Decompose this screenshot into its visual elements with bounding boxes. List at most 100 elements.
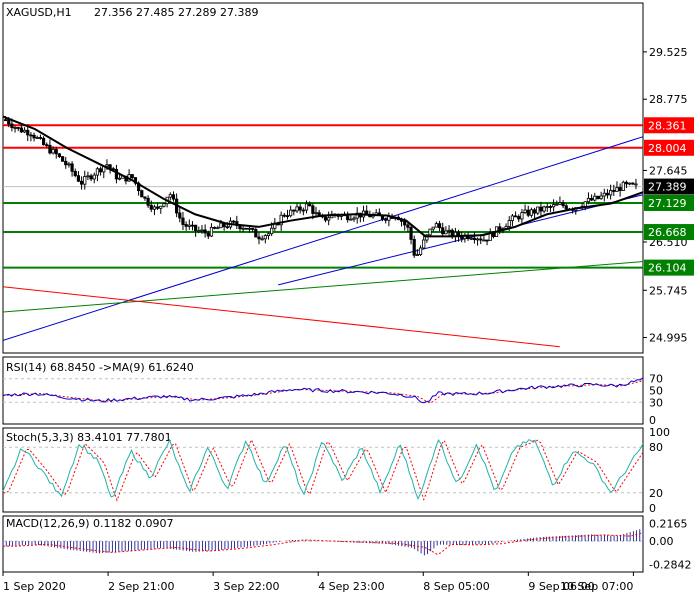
rsi-header: RSI(14) 68.8450 ->MA(9) 61.6240 — [6, 361, 194, 374]
candle-body — [225, 226, 229, 229]
level-label: 28.004 — [648, 142, 687, 155]
level-labels: 28.361 28.004 27.129 26.668 26.104 27.389 — [644, 117, 694, 276]
candle-body — [41, 137, 46, 146]
candle-body — [428, 228, 432, 236]
time-tick-label: 10 Sep 07:00 — [560, 580, 633, 593]
candle-body — [241, 227, 245, 230]
candle-body — [447, 229, 451, 232]
trend-line — [3, 136, 643, 341]
candle-body — [431, 226, 435, 230]
price-tick-label: 27.645 — [649, 164, 688, 177]
candle-body — [197, 230, 201, 233]
candle-body — [520, 212, 524, 220]
oscillator-line — [2, 438, 644, 501]
candle-body — [118, 177, 122, 180]
stochastic-header: Stoch(5,3,3) 83.4101 77.7801 — [6, 431, 172, 444]
osc-tick-label: 0 — [649, 502, 656, 515]
candle-body — [257, 236, 261, 240]
candle-body — [425, 234, 429, 241]
candle-body — [92, 174, 96, 180]
candle-body — [301, 209, 305, 212]
candle-body — [615, 187, 619, 192]
candle-body — [583, 201, 587, 207]
candle-body — [564, 205, 568, 210]
level-label-bg — [644, 139, 694, 156]
candle-body — [409, 226, 413, 240]
candle-body — [263, 235, 267, 240]
candle-body — [634, 183, 638, 186]
candle-body — [507, 220, 511, 227]
price-series — [3, 116, 638, 258]
time-tick-label: 3 Sep 22:00 — [213, 580, 279, 593]
candle-body — [45, 144, 49, 147]
candle-body — [203, 229, 207, 234]
candle-body — [513, 215, 518, 218]
candle-body — [292, 209, 296, 212]
candle-body — [159, 205, 163, 209]
candle-body — [561, 202, 565, 207]
candle-body — [194, 224, 198, 232]
candle-body — [282, 214, 286, 217]
candle-body — [412, 239, 416, 256]
macd-header: MACD(12,26,9) 0.1182 0.0907 — [6, 517, 174, 530]
time-tick-label: 9 Sep 06:00 — [528, 580, 594, 593]
candle-body — [270, 227, 274, 235]
pane-frame-main — [2, 2, 644, 354]
candle-body — [140, 190, 144, 198]
candle-body — [32, 134, 36, 139]
candle-body — [555, 203, 559, 206]
candle-body — [422, 239, 426, 249]
time-tick-label: 8 Sep 05:00 — [423, 580, 489, 593]
price-tick-label: 24.995 — [649, 332, 688, 345]
moving-average-line — [2, 115, 644, 238]
candle-body — [612, 189, 616, 192]
candle-body — [539, 206, 543, 212]
level-label: 26.104 — [648, 262, 687, 275]
candle-body — [89, 175, 93, 180]
candle-body — [285, 215, 290, 218]
candle-body — [311, 205, 315, 214]
candle-body — [114, 168, 119, 180]
candle-body — [38, 137, 43, 139]
candle-body — [213, 226, 217, 229]
time-tick-label: 2 Sep 21:00 — [108, 580, 174, 593]
candle-body — [254, 229, 258, 238]
candle-body — [187, 224, 191, 227]
candle-body — [624, 181, 629, 185]
candle-body — [67, 163, 71, 166]
candle-body — [162, 203, 166, 207]
price-tick-label: 25.745 — [649, 284, 688, 297]
candle-body — [444, 230, 448, 235]
candle-body — [308, 203, 312, 207]
candle-body — [146, 197, 150, 206]
candle-body — [200, 229, 204, 232]
candle-body — [16, 127, 20, 129]
candle-body — [35, 137, 39, 139]
current-price-label: 27.389 — [648, 181, 687, 194]
candle-body — [618, 187, 622, 191]
candle-body — [551, 204, 556, 208]
stochastic-pane: Stoch(5,3,3) 83.4101 77.7801 100 80 20 0 — [2, 426, 670, 515]
level-label-bg — [644, 117, 694, 134]
candle-body — [517, 216, 521, 220]
candle-body — [266, 233, 271, 237]
candle-body — [590, 197, 594, 201]
candle-body — [621, 181, 625, 191]
candle-body — [482, 239, 486, 242]
time-tick-label: 1 Sep 2020 — [3, 580, 66, 593]
candle-body — [532, 209, 537, 214]
candle-body — [156, 206, 160, 209]
candle-body — [323, 216, 328, 221]
macd-signal-line — [3, 532, 644, 555]
candle-body — [26, 129, 30, 136]
candle-body — [3, 119, 8, 122]
trend-line — [3, 286, 560, 348]
candle-body — [149, 204, 153, 210]
candle-body — [475, 238, 480, 241]
level-label-bg — [644, 259, 694, 276]
candle-body — [181, 217, 185, 225]
candle-body — [479, 238, 483, 241]
